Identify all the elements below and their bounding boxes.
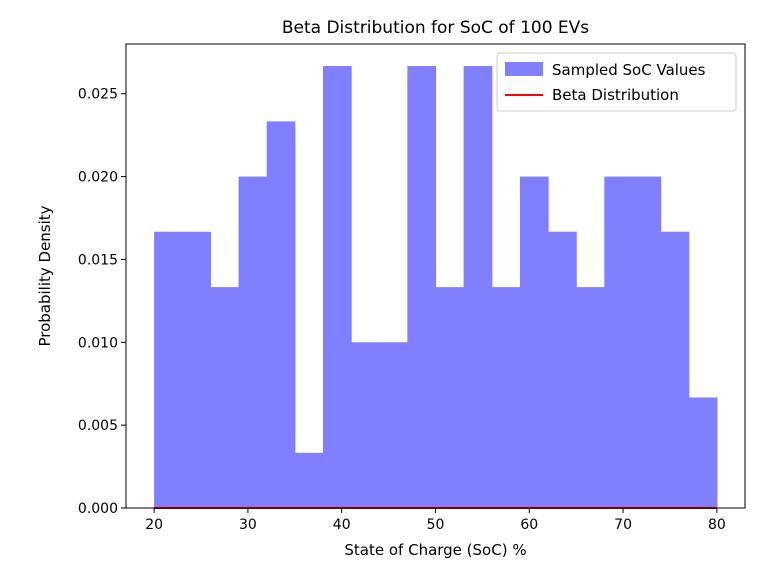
x-axis-ticks: 20 30 40 50 60 70 80	[145, 508, 726, 533]
legend-swatch-histogram	[505, 62, 543, 76]
y-tick-label: 0.010	[78, 335, 118, 351]
y-tick-label: 0.000	[78, 501, 118, 517]
chart-title: Beta Distribution for SoC of 100 EVs	[282, 18, 589, 38]
legend: Sampled SoC Values Beta Distribution	[496, 52, 737, 112]
y-axis-title: Probability Density	[36, 205, 54, 346]
histogram-bar	[182, 231, 212, 509]
histogram-bar	[463, 66, 493, 508]
legend-label-histogram: Sampled SoC Values	[552, 61, 706, 79]
histogram-bar	[632, 176, 662, 509]
histogram-bar	[351, 342, 380, 508]
y-tick-label: 0.025	[78, 87, 118, 103]
x-tick-label: 80	[708, 517, 726, 533]
histogram-bar	[491, 287, 521, 508]
y-tick-label: 0.015	[78, 252, 118, 268]
histogram-bar	[266, 121, 296, 508]
legend-box	[496, 52, 737, 112]
histogram-bar	[407, 66, 437, 508]
histogram-bar	[238, 176, 268, 509]
histogram-bar	[154, 231, 183, 509]
histogram-bar	[548, 231, 577, 509]
histogram-bar	[435, 287, 465, 508]
x-tick-label: 70	[614, 517, 632, 533]
histogram-bar	[294, 452, 324, 508]
x-tick-label: 60	[520, 517, 538, 533]
histogram-bar	[379, 342, 408, 508]
x-axis-title: State of Charge (SoC) %	[344, 541, 526, 559]
x-tick-label: 50	[427, 517, 445, 533]
histogram-bar	[576, 287, 605, 508]
histogram-bar	[660, 231, 690, 509]
histogram-bars	[154, 66, 718, 509]
y-tick-label: 0.005	[78, 418, 118, 434]
histogram-bar	[604, 176, 634, 509]
y-tick-label: 0.020	[78, 170, 118, 186]
histogram-bar	[519, 176, 549, 509]
x-tick-label: 40	[333, 517, 351, 533]
y-axis-ticks: 0.000 0.005 0.010 0.015 0.020 0.025	[78, 87, 126, 517]
histogram-bar	[322, 66, 352, 508]
legend-label-line: Beta Distribution	[552, 86, 679, 104]
histogram-bar	[688, 397, 718, 508]
x-tick-label: 30	[239, 517, 257, 533]
x-tick-label: 20	[145, 517, 163, 533]
histogram-bar	[210, 287, 240, 508]
